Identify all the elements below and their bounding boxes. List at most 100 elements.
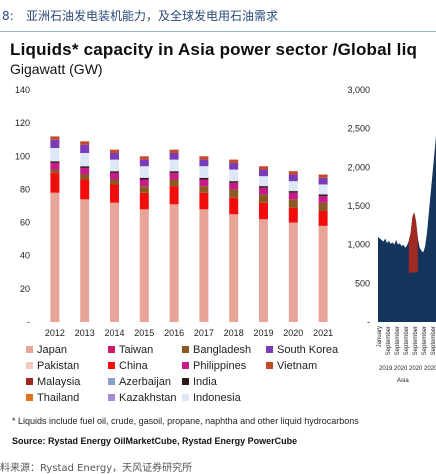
legend-swatch [182, 346, 189, 353]
legend-swatch [266, 346, 273, 353]
source-note: Source: Rystad Energy OilMarketCube, Rys… [12, 436, 298, 446]
bar-segment-indonesia [259, 176, 268, 187]
bar-segment-philippines [169, 172, 179, 180]
x2-year-label: 2020 [424, 366, 436, 372]
legend-item-bangladesh: Bangladesh [182, 343, 251, 357]
x2-date-tick-label: September [413, 326, 419, 355]
bar-segment-philippines [199, 179, 209, 187]
bar-segment-india [259, 186, 268, 188]
legend-swatch [26, 346, 33, 353]
y2-tick-label: 3,000 [347, 85, 370, 95]
bar-segment-japan [229, 214, 239, 322]
bar-segment-vietnam [80, 141, 90, 145]
y2-tick-label: 1,000 [347, 240, 370, 250]
bar-segment-philippines [288, 192, 298, 200]
x2-year-label: 2019 [379, 366, 393, 372]
bar-segment-japan [50, 192, 60, 322]
legend-label: Malaysia [37, 376, 81, 388]
bar-segment-bangladesh [139, 186, 149, 193]
x-tick-label: 2015 [134, 328, 154, 338]
y-tick-label: 120 [15, 118, 30, 128]
legend-swatch [26, 394, 33, 401]
legend-swatch [108, 394, 115, 401]
legend-label: India [193, 376, 217, 388]
bar-segment-japan [139, 209, 149, 322]
bar-segment-vietnam [229, 159, 239, 163]
legend-item-india: India [182, 375, 217, 389]
legend-label: Thailand [37, 392, 80, 404]
bar-segment-japan [288, 222, 298, 322]
x-tick-label: 2012 [45, 328, 65, 338]
legend-swatch [182, 378, 189, 385]
bar-segment-bangladesh [80, 174, 90, 180]
bar-segment-vietnam [318, 174, 328, 178]
bar-segment-china [139, 192, 149, 210]
bar-segment-bangladesh [229, 189, 239, 198]
y-tick-label: 140 [15, 85, 30, 95]
legend-item-malaysia: Malaysia [26, 375, 80, 389]
global-liquids-area [378, 136, 436, 322]
x-tick-label: 2013 [75, 328, 95, 338]
legend-item-pakistan: Pakistan [26, 359, 79, 373]
bar-segment-japan [199, 209, 209, 322]
bar-segment-indonesia [288, 181, 298, 192]
bar-segment-japan [169, 204, 179, 322]
x-tick-label: 2019 [253, 328, 273, 338]
bar-segment-philippines [318, 196, 328, 203]
bar-segment-vietnam [50, 136, 60, 140]
bar-segment-south-korea [288, 174, 298, 182]
legend-label: South Korea [277, 344, 339, 356]
bar-segment-south-korea [199, 159, 209, 167]
bar-segment-china [259, 202, 268, 220]
x-tick-label: 2021 [313, 328, 333, 338]
legend-item-japan: Japan [26, 343, 67, 357]
bar-segment-south-korea [229, 162, 239, 170]
x2-year-label: 2020 [409, 366, 423, 372]
bar-segment-indonesia [80, 152, 90, 167]
global-liquids-highlight-area [408, 212, 418, 274]
legend-label: China [119, 360, 148, 372]
unit-label: Gigawatt (GW) [10, 61, 103, 77]
x2-year-label: 2020 [394, 366, 408, 372]
bar-segment-bangladesh [110, 179, 119, 185]
x2-date-tick-label: January [377, 326, 383, 347]
legend-label: Kazakhstan [119, 392, 177, 404]
bar-segment-south-korea [50, 139, 60, 148]
legend-swatch [182, 362, 189, 369]
caption-divider [0, 31, 436, 32]
x2-date-tick-label: September [404, 326, 410, 355]
footnote: * Liquids include fuel oil, crude, gasoi… [12, 416, 359, 426]
y-tick-label: 60 [20, 218, 30, 228]
bar-segment-philippines [110, 172, 119, 180]
bar-segment-bangladesh [288, 199, 298, 208]
bar-segment-japan [110, 202, 119, 322]
y-tick-label: 80 [20, 184, 30, 194]
legend-item-south-korea: South Korea [266, 343, 338, 357]
y2-tick-label: 2,000 [347, 162, 370, 172]
legend: Japan Pakistan Malaysia Thailand Taiwan China… [26, 343, 338, 409]
bar-segment-indonesia [139, 166, 149, 178]
bar-segment-philippines [139, 179, 149, 187]
legend-label: Indonesia [193, 392, 241, 404]
figure-caption: 8: 亚洲石油发电装机能力，及全球发电用石油需求 [0, 0, 436, 32]
legend-swatch [26, 378, 33, 385]
legend-label: Azerbaijan [119, 376, 171, 388]
bar-segment-china [169, 186, 179, 205]
bar-segment-bangladesh [199, 186, 209, 193]
legend-swatch [182, 394, 189, 401]
legend-swatch [108, 346, 115, 353]
legend-swatch [266, 362, 273, 369]
bar-segment-india [199, 177, 209, 180]
bar-segment-china [199, 192, 209, 210]
bar-segment-south-korea [259, 169, 268, 177]
legend-label: Bangladesh [193, 344, 252, 356]
bar-segment-vietnam [199, 156, 209, 160]
legend-item-indonesia: Indonesia [182, 391, 241, 405]
bar-segment-vietnam [169, 149, 179, 153]
legend-item-china: China [108, 359, 148, 373]
bar-segment-indonesia [110, 159, 119, 172]
y2-tick-label: 500 [355, 278, 370, 288]
bar-segment-china [80, 179, 90, 200]
legend-item-philippines: Philippines [182, 359, 246, 373]
bar-segment-south-korea [139, 159, 149, 167]
